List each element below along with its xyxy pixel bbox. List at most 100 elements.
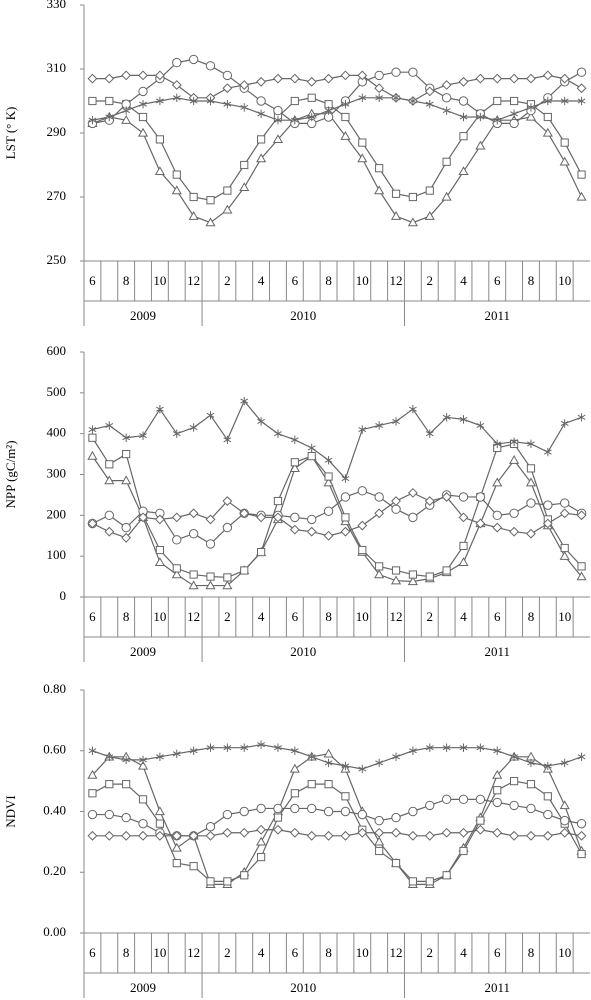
marker-asterisk	[105, 112, 114, 122]
marker-diamond	[273, 512, 283, 523]
marker-triangle	[87, 769, 98, 779]
asterisk-stroke	[307, 114, 316, 120]
marker-circle	[560, 815, 570, 826]
marker-square	[375, 846, 384, 856]
marker-diamond	[576, 510, 587, 521]
marker-asterisk	[257, 417, 266, 426]
marker-asterisk	[527, 439, 535, 449]
marker-triangle	[222, 580, 233, 590]
asterisk-stroke	[257, 742, 266, 748]
marker-asterisk	[189, 746, 198, 755]
marker-diamond	[475, 824, 486, 835]
marker-diamond	[289, 524, 300, 535]
marker-asterisk	[408, 96, 417, 106]
marker-diamond	[205, 514, 216, 525]
x-tick-label: 2	[427, 273, 434, 288]
x-tick-label: 6	[89, 609, 96, 624]
marker-triangle	[475, 140, 486, 150]
marker-diamond	[509, 526, 520, 537]
marker-circle	[222, 522, 233, 533]
marker-triangle	[137, 760, 149, 770]
asterisk-stroke	[459, 416, 468, 422]
marker-asterisk	[257, 740, 266, 749]
marker-diamond	[154, 830, 165, 841]
series-line	[92, 113, 583, 224]
asterisk-stroke	[341, 763, 350, 769]
asterisk-stroke	[459, 745, 468, 751]
marker-diamond	[458, 512, 469, 523]
marker-square	[358, 545, 367, 555]
marker-asterisk	[358, 425, 367, 434]
marker-diamond	[458, 76, 469, 87]
marker-square	[172, 564, 181, 573]
marker-asterisk	[257, 109, 266, 118]
marker-triangle	[424, 210, 435, 220]
marker-asterisk	[122, 755, 131, 765]
asterisk-stroke	[408, 406, 417, 412]
marker-circle	[290, 803, 300, 814]
marker-square	[425, 572, 434, 581]
marker-triangle	[154, 166, 165, 176]
marker-circle	[205, 539, 216, 549]
y-tick-label: 0.60	[43, 742, 66, 757]
marker-square	[105, 460, 114, 469]
marker-asterisk	[560, 419, 569, 428]
asterisk-stroke	[341, 101, 350, 107]
marker-diamond	[323, 530, 334, 541]
marker-triangle	[323, 477, 334, 487]
marker-asterisk	[105, 752, 114, 762]
x-tick-label: 4	[460, 945, 467, 960]
x-tick-label: 8	[325, 273, 332, 288]
marker-asterisk	[341, 761, 350, 771]
asterisk-stroke	[408, 98, 417, 104]
asterisk-stroke	[206, 745, 215, 751]
marker-square	[105, 96, 114, 106]
marker-square	[324, 780, 333, 789]
y-axis-label: LST (° K)	[3, 107, 18, 160]
marker-square	[172, 859, 181, 868]
y-tick-label: 0.00	[43, 924, 66, 939]
marker-circle	[408, 806, 418, 817]
marker-triangle	[205, 217, 216, 227]
asterisk-stroke	[527, 441, 535, 447]
marker-square	[459, 846, 468, 856]
series-line	[91, 753, 583, 885]
y-tick-label: 100	[47, 547, 67, 562]
marker-square	[223, 573, 232, 582]
asterisk-stroke	[105, 422, 114, 429]
asterisk-stroke	[172, 95, 181, 101]
marker-square	[375, 562, 384, 571]
marker-diamond	[526, 73, 536, 84]
marker-circle	[222, 809, 233, 820]
marker-asterisk	[155, 752, 164, 762]
marker-square	[543, 112, 552, 122]
asterisk-stroke	[139, 433, 147, 439]
marker-circle	[172, 535, 182, 545]
marker-diamond	[104, 830, 115, 841]
marker-diamond	[374, 508, 385, 519]
marker-circle	[526, 803, 536, 814]
marker-circle	[256, 96, 266, 106]
asterisk-stroke	[290, 117, 299, 123]
marker-square	[526, 780, 536, 789]
year-label: 2010	[290, 644, 316, 659]
marker-circle	[391, 812, 401, 823]
asterisk-stroke	[543, 449, 552, 455]
asterisk-stroke	[257, 111, 266, 117]
marker-circle	[307, 514, 317, 525]
marker-circle	[138, 818, 148, 829]
marker-triangle	[559, 156, 570, 166]
x-tick-label: 2	[224, 273, 231, 288]
marker-triangle	[576, 191, 587, 201]
marker-asterisk	[392, 752, 400, 762]
marker-diamond	[357, 70, 368, 81]
marker-asterisk	[290, 746, 299, 755]
x-tick-label: 12	[187, 609, 200, 624]
marker-square	[408, 570, 417, 579]
marker-square	[307, 93, 316, 102]
marker-square	[155, 135, 165, 144]
marker-diamond	[104, 73, 115, 84]
marker-diamond	[121, 532, 132, 543]
x-tick-label: 4	[258, 609, 265, 624]
marker-circle	[576, 818, 587, 829]
